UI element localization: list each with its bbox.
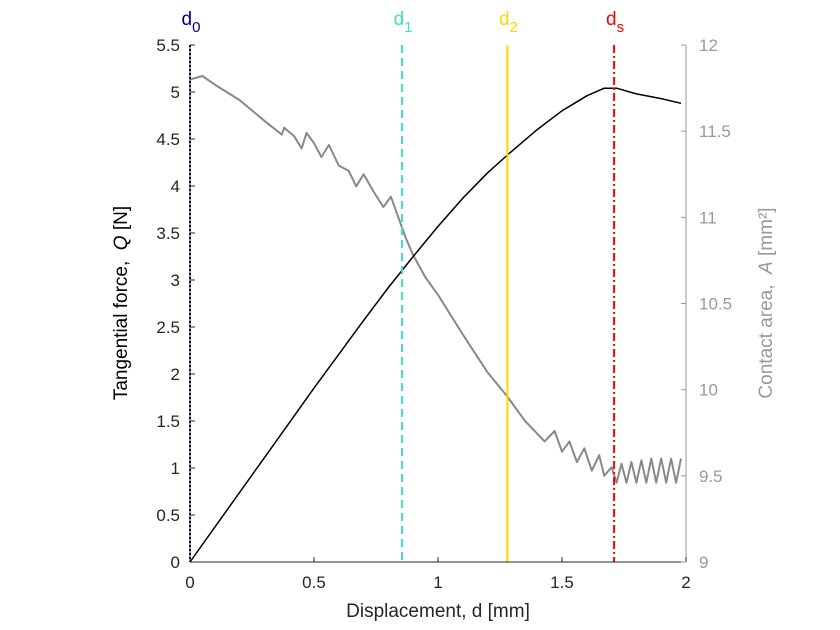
marker-label-d0-base: d	[182, 9, 193, 30]
marker-label-d2-base: d	[499, 9, 510, 30]
y-left-tick-label: 2.5	[156, 318, 180, 337]
x-tick-label: 0	[185, 573, 194, 592]
y-right-tick-label: 10.5	[699, 295, 732, 314]
y-axis-right-label-var: A	[756, 261, 777, 275]
marker-lines-layer: d0 d1 d2 ds	[182, 9, 624, 562]
tick-labels-layer: 0 0.5 1 1.5 200.511.522.533.544.555.599.5101…	[156, 36, 732, 592]
series-line-contact-area	[189, 75, 682, 484]
y-axis-left-label-var: Q	[111, 235, 132, 250]
x-tick-label: 1	[433, 573, 442, 592]
y-axis-right-label: Contact area, A [mm²]	[756, 207, 777, 398]
marker-label-d0-sub: 0	[192, 19, 200, 36]
x-tick-label: 0.5	[302, 573, 326, 592]
y-right-tick-label: 11	[699, 208, 717, 227]
y-axis-left-label: Tangential force, Q [N]	[111, 206, 132, 400]
y-left-tick-label: 2	[171, 365, 180, 384]
plot-lines-layer	[189, 75, 682, 563]
y-left-tick-label: 3.5	[156, 224, 180, 243]
y-left-tick-label: 0	[171, 553, 180, 572]
y-left-tick-label: 5.5	[156, 36, 180, 55]
y-left-tick-label: 4.5	[156, 130, 180, 149]
axes-layer	[189, 44, 687, 563]
marker-label-d0: d0	[182, 9, 201, 36]
marker-label-ds-base: d	[606, 9, 617, 30]
y-right-tick-label: 9.5	[699, 467, 723, 486]
y-right-tick-label: 11.5	[699, 122, 731, 141]
y-axis-left-label-suffix: [N]	[111, 206, 132, 236]
marker-label-d1-base: d	[394, 9, 405, 30]
marker-label-ds-sub: s	[617, 19, 625, 36]
y-left-tick-label: 1	[171, 459, 180, 478]
y-right-tick-label: 10	[699, 381, 718, 400]
y-axis-right-label-suffix: [mm²]	[756, 207, 777, 261]
x-tick-label: 2	[681, 573, 690, 592]
series-line-tangential-force	[189, 87, 682, 563]
marker-label-d2-sub: 2	[510, 19, 518, 36]
y-left-tick-label: 1.5	[156, 412, 180, 431]
x-tick-label: 1.5	[550, 573, 574, 592]
y-right-tick-label: 12	[699, 36, 718, 55]
y-left-tick-label: 4	[171, 177, 180, 196]
y-left-tick-label: 0.5	[156, 506, 180, 525]
y-left-tick-label: 5	[171, 83, 180, 102]
marker-label-d1-sub: 1	[404, 19, 412, 36]
marker-label-ds: ds	[606, 9, 624, 36]
y-axis-right-label-prefix: Contact area,	[756, 274, 777, 399]
y-left-tick-label: 3	[171, 271, 180, 290]
y-right-tick-label: 9	[699, 553, 708, 572]
x-axis-label: Displacement, d [mm]	[346, 601, 530, 622]
marker-label-d1: d1	[394, 9, 413, 36]
y-axis-left-label-prefix: Tangential force,	[111, 250, 132, 400]
marker-label-d2: d2	[499, 9, 518, 36]
